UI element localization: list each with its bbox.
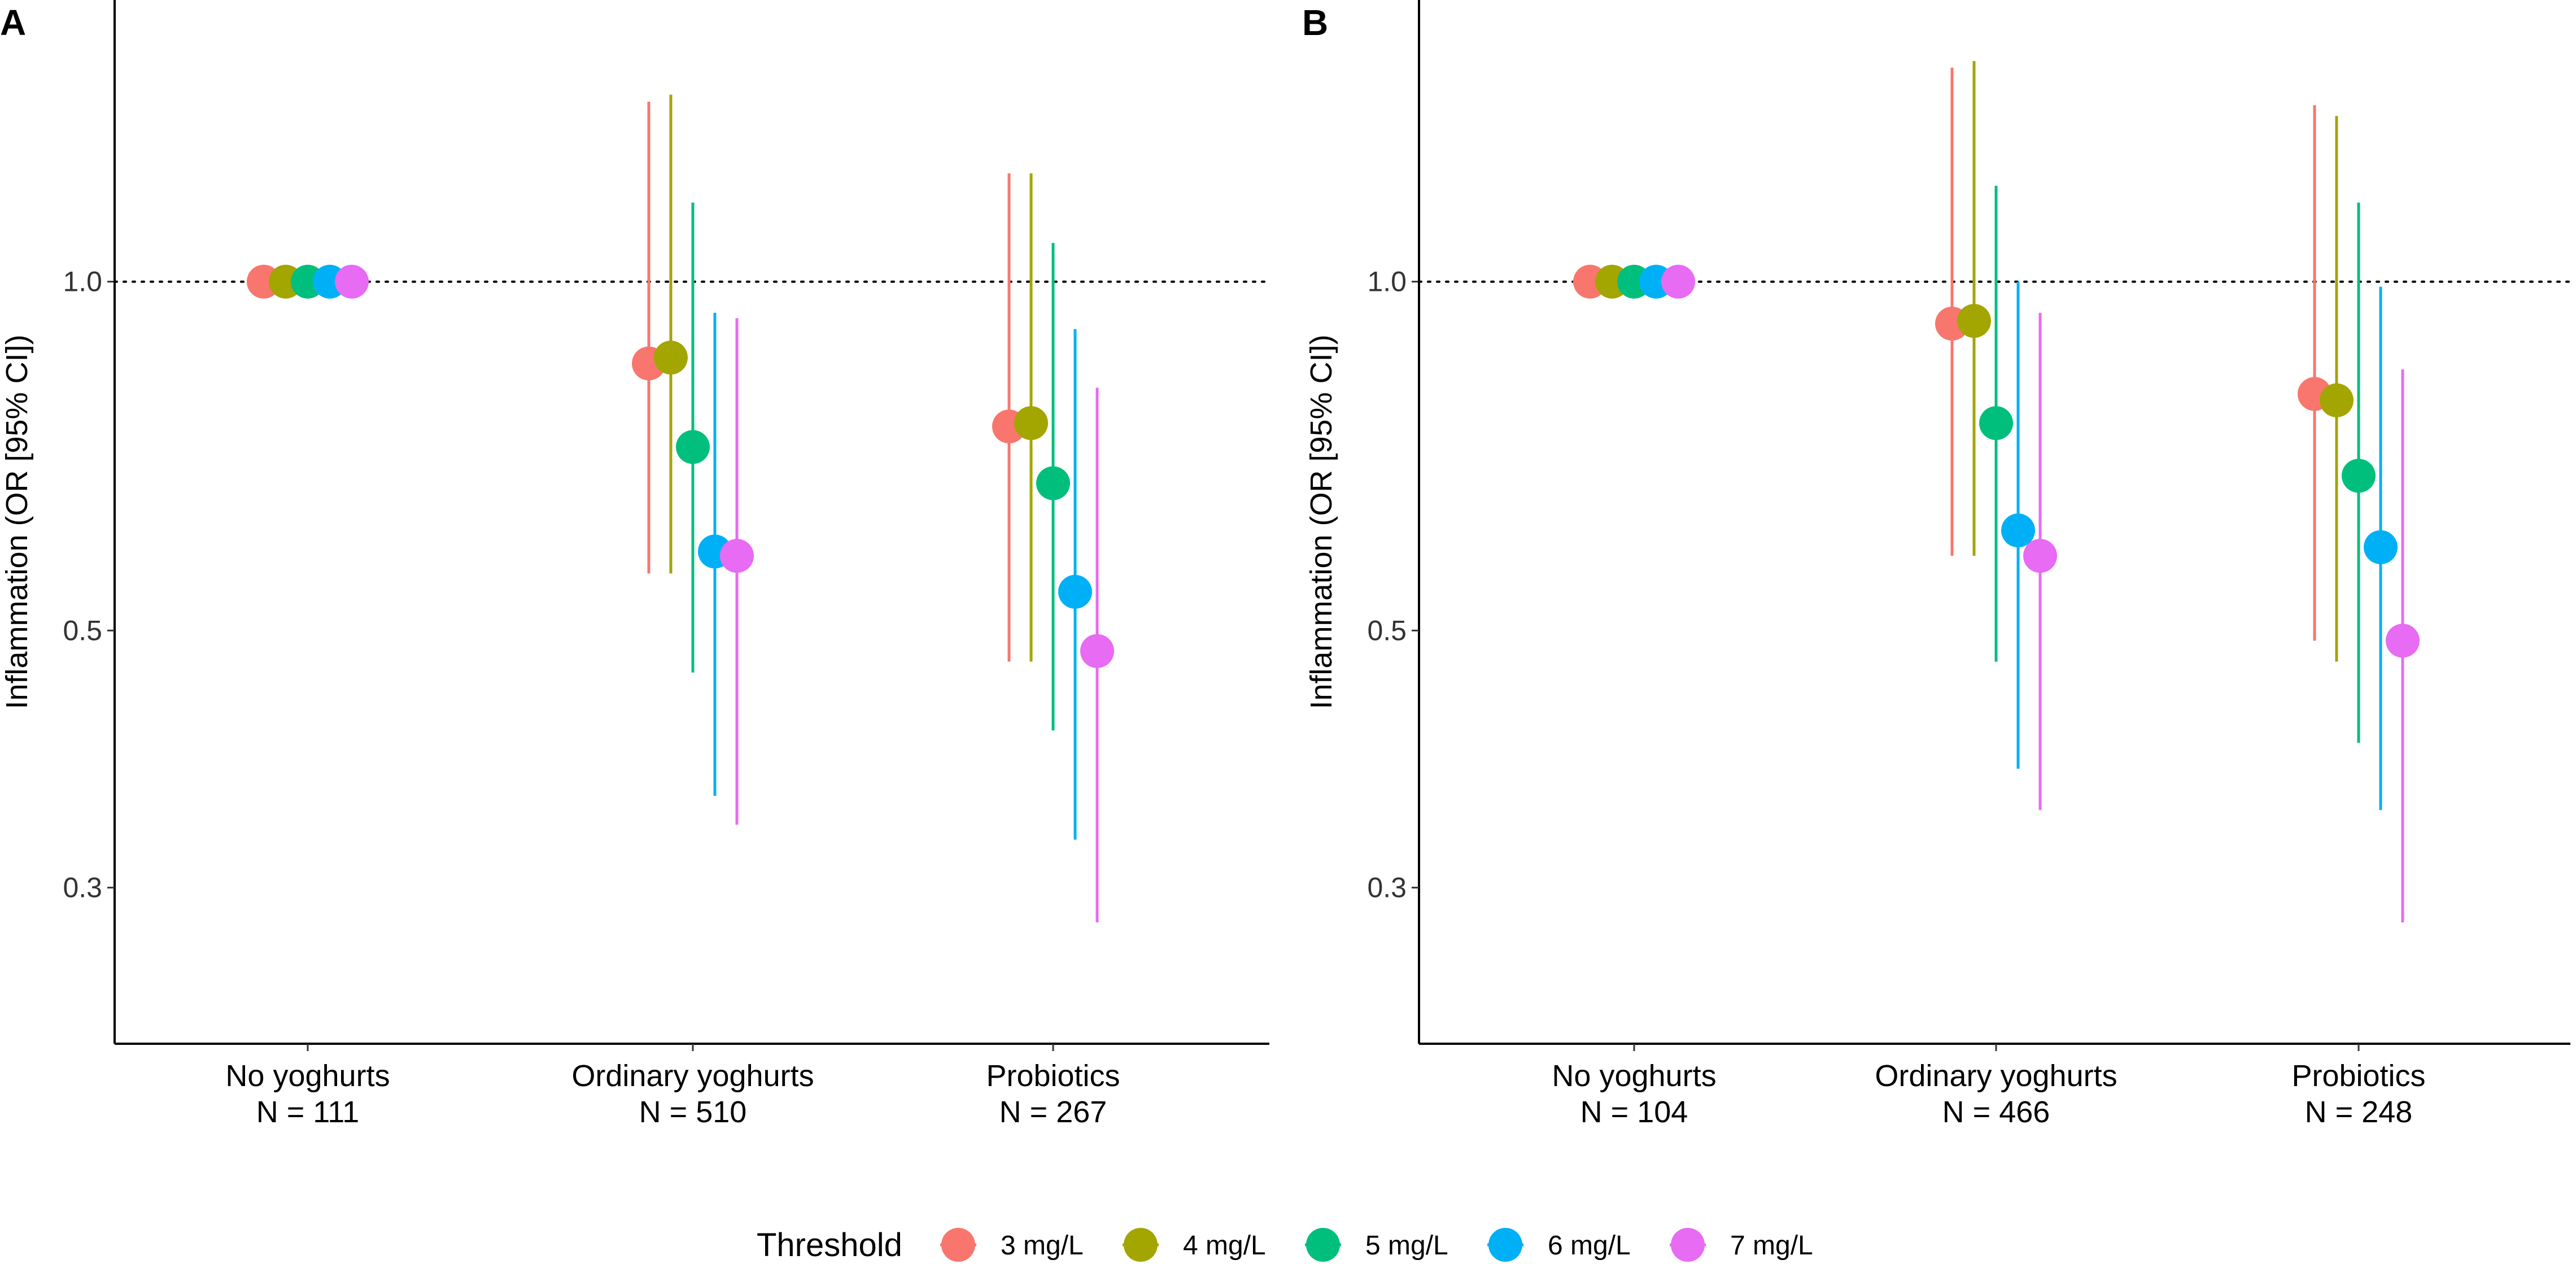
point-5-mg-l-ordinary-yoghurts: [676, 430, 710, 464]
point-5-mg-l-probiotics: [1036, 466, 1070, 500]
x-tick-label: No yoghurts: [1552, 1059, 1716, 1093]
x-tick-label-n: N = 248: [2305, 1095, 2413, 1129]
panel-label: B: [1302, 2, 1328, 43]
y-tick-label: 0.3: [63, 872, 102, 904]
point-4-mg-l-probiotics: [2320, 383, 2354, 417]
x-tick-label-n: N = 111: [256, 1095, 360, 1129]
point-6-mg-l-ordinary-yoghurts: [2001, 513, 2035, 548]
point-7-mg-l-no-yoghurts: [1661, 264, 1695, 299]
legend-key-point-5-mg-l: [1306, 1228, 1340, 1262]
y-tick-label: 1.0: [63, 266, 102, 298]
legend-key-point-3-mg-l: [941, 1228, 975, 1262]
point-7-mg-l-ordinary-yoghurts: [2023, 539, 2057, 573]
y-tick-label: 1.0: [1367, 266, 1407, 298]
x-tick-label-n: N = 510: [639, 1095, 747, 1129]
y-tick-label: 0.3: [1367, 872, 1407, 904]
legend-label-6-mg-l: 6 mg/L: [1548, 1231, 1631, 1261]
panel-a: A 0.3 0.5 1.0 Inflammation (OR [95% CI]) No y…: [0, 0, 1270, 1129]
legend-key-point-4-mg-l: [1124, 1228, 1158, 1262]
legend-label-5-mg-l: 5 mg/L: [1365, 1231, 1448, 1261]
point-7-mg-l-probiotics: [1080, 634, 1114, 668]
x-tick-label: Probiotics: [2291, 1059, 2425, 1093]
point-4-mg-l-ordinary-yoghurts: [654, 341, 688, 375]
point-6-mg-l-probiotics: [1058, 574, 1092, 609]
legend-key-point-7-mg-l: [1671, 1228, 1705, 1262]
point-4-mg-l-probiotics: [1014, 406, 1048, 441]
point-4-mg-l-ordinary-yoghurts: [1957, 304, 1991, 338]
x-tick-label-n: N = 104: [1580, 1095, 1688, 1129]
legend-label-3-mg-l: 3 mg/L: [1001, 1231, 1084, 1261]
point-7-mg-l-no-yoghurts: [335, 264, 369, 299]
x-tick-label-n: N = 267: [999, 1095, 1107, 1129]
x-tick-label: Probiotics: [986, 1059, 1120, 1093]
x-tick-label-n: N = 466: [1942, 1095, 2050, 1129]
y-axis-title: Inflammation (OR [95% CI]): [1304, 334, 1338, 709]
x-tick-label: Ordinary yoghurts: [571, 1059, 814, 1093]
point-5-mg-l-ordinary-yoghurts: [1979, 406, 2013, 441]
legend-label-4-mg-l: 4 mg/L: [1183, 1231, 1266, 1261]
panel-b: B 0.3 0.5 1.0 Inflammation (OR [95% CI]) No y…: [1302, 0, 2571, 1129]
legend-key-point-6-mg-l: [1488, 1228, 1522, 1262]
y-tick-label: 0.5: [1367, 614, 1407, 646]
point-6-mg-l-probiotics: [2364, 530, 2398, 564]
legend-label-7-mg-l: 7 mg/L: [1730, 1231, 1813, 1261]
y-tick-label: 0.5: [63, 614, 102, 646]
y-axis-title: Inflammation (OR [95% CI]): [0, 334, 34, 709]
legend: Threshold 3 mg/L 4 mg/L 5 mg/L 6 mg/L 7 mg/L: [757, 1227, 1813, 1263]
point-7-mg-l-probiotics: [2386, 624, 2420, 658]
legend-title: Threshold: [757, 1227, 902, 1263]
x-tick-label: No yoghurts: [225, 1059, 390, 1093]
panel-label: A: [0, 2, 26, 43]
point-5-mg-l-probiotics: [2342, 459, 2376, 493]
point-7-mg-l-ordinary-yoghurts: [720, 539, 754, 573]
x-tick-label: Ordinary yoghurts: [1875, 1059, 2117, 1093]
